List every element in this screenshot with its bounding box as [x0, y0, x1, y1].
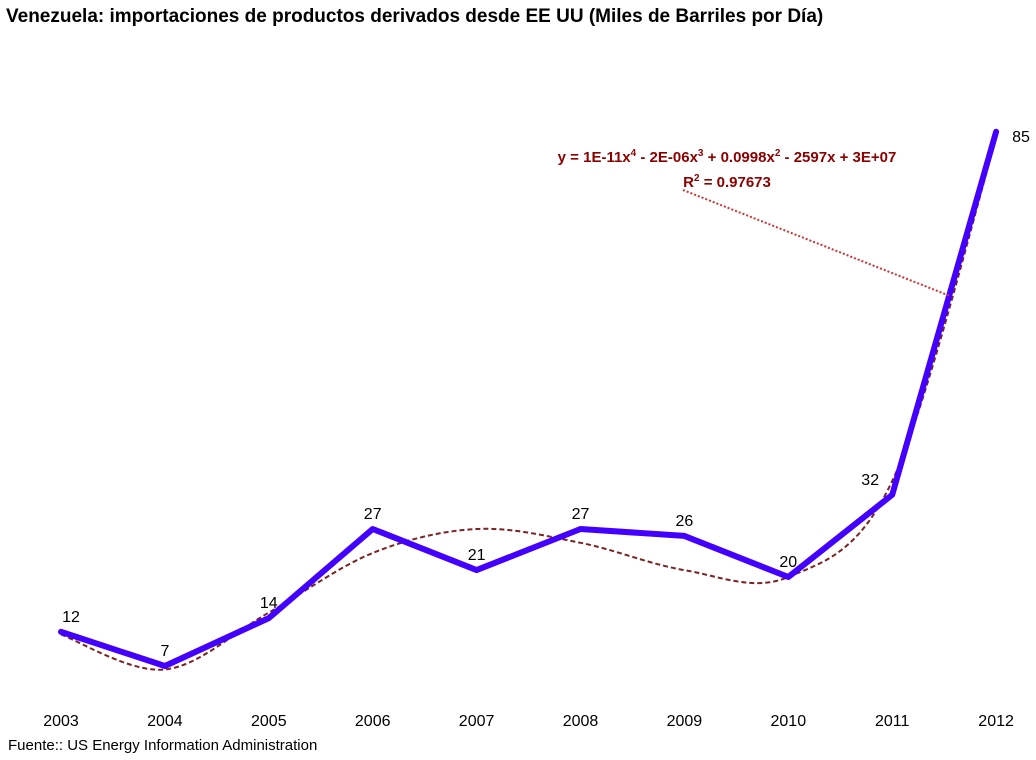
data-label: 21 [468, 547, 486, 564]
data-label: 20 [779, 554, 797, 571]
data-label: 7 [160, 643, 169, 660]
data-label: 26 [676, 513, 694, 530]
data-label: 27 [572, 506, 590, 523]
data-label: 85 [1012, 129, 1030, 146]
x-tick-label: 2008 [563, 713, 599, 730]
source-note: Fuente:: US Energy Information Administr… [8, 737, 318, 754]
data-label: 27 [364, 506, 382, 523]
chart-title: Venezuela: importaciones de productos de… [6, 6, 824, 27]
series-line [58, 128, 1000, 669]
x-tick-label: 2003 [43, 713, 79, 730]
trendline-path [60, 138, 998, 671]
x-tick-label: 2012 [978, 713, 1014, 730]
data-label: 14 [260, 595, 278, 612]
trendline-equation-text: y = 1E-11x4 - 2E-06x3 + 0.0998x2 - 2597x… [558, 148, 897, 166]
data-labels-group: 12 7 14 27 21 27 26 20 32 85 [62, 129, 1030, 660]
data-label: 12 [62, 609, 80, 626]
trendline-r2-text: R2 = 0.97673 [683, 173, 771, 191]
x-tick-label: 2010 [771, 713, 807, 730]
trendline-group [60, 138, 998, 671]
x-tick-label: 2006 [355, 713, 391, 730]
x-tick-label: 2009 [667, 713, 703, 730]
x-tick-label: 2004 [147, 713, 183, 730]
data-label: 32 [861, 472, 879, 489]
equation-leader-line [682, 189, 951, 297]
trendline-equation: y = 1E-11x4 - 2E-06x3 + 0.0998x2 - 2597x… [558, 148, 951, 297]
x-tick-label: 2007 [459, 713, 495, 730]
x-tick-label: 2005 [251, 713, 287, 730]
series-group [58, 128, 1000, 669]
x-axis-ticks: 2003 2004 2005 2006 2007 2008 2009 2010 2011 2012 [43, 713, 1014, 730]
x-tick-label: 2011 [875, 713, 910, 730]
